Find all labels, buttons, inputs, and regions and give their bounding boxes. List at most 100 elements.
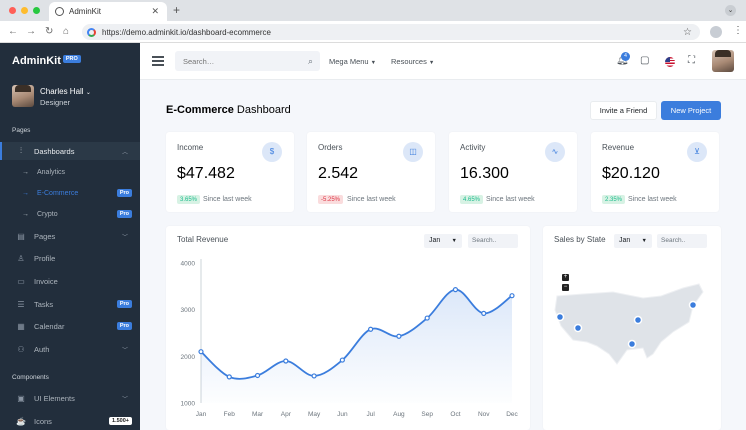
sidebar-subitem-analytics[interactable]: → Analytics [0,164,140,180]
user-dropdown[interactable]: Charles Hall ⌄ [40,87,91,96]
user-role: Designer [40,98,71,107]
back-icon[interactable]: ← [8,26,18,37]
minimize-window-dot[interactable] [21,7,28,14]
y-tick-label: 1000 [181,401,196,408]
coffee-icon: ☕ [16,416,26,426]
bell-icon[interactable]: 🔔︎ [616,55,629,66]
stat-card-income: Income $ $47.482 3.65% Since last week [166,132,294,212]
chevron-down-icon: ▼ [641,238,647,244]
month-select-value: Jan [429,237,441,244]
address-bar[interactable]: https://demo.adminkit.io/dashboard-ecomm… [82,24,700,40]
panel-search-input[interactable]: Search.. [468,234,518,248]
stat-delta-badge: 4.65% [460,195,484,204]
chevron-down-icon: ﹀ [121,234,128,241]
x-tick-label: Dec [506,411,518,418]
month-select-value: Jan [619,237,631,244]
message-icon[interactable]: ▢ [640,55,650,66]
sidebar-subitem-ecommerce[interactable]: → E-Commerce Pro [0,185,140,201]
chevron-down-icon: ⌄ [85,90,91,96]
maximize-window-dot[interactable] [33,7,40,14]
zoom-out-button[interactable]: − [562,284,569,291]
data-point[interactable] [198,349,204,355]
close-tab-icon[interactable]: ✕ [151,6,159,16]
close-window-dot[interactable] [9,7,16,14]
sidebar-item-calendar[interactable]: ▦ Calendar Pro [0,317,140,335]
us-map [554,283,704,365]
data-point[interactable] [254,372,261,379]
data-point[interactable] [481,310,487,317]
stat-value: 16.300 [460,165,509,182]
data-point[interactable] [339,357,345,363]
pro-badge: Pro [116,210,132,218]
sliders-icon: ⫶ [20,146,22,155]
y-tick-label: 3000 [181,307,196,314]
month-select[interactable]: Jan ▼ [424,234,462,248]
search-icon[interactable]: ⌕ [307,55,313,66]
sidebar-subitem-crypto[interactable]: → Crypto Pro [0,206,140,222]
brand-name: AdminKit [12,55,61,67]
sidebar-item-pages[interactable]: ▤ Pages ﹀ [0,227,140,245]
x-tick-label: Feb [224,411,236,418]
panel-title: Total Revenue [177,235,229,244]
topbar-user-avatar[interactable] [712,50,734,72]
us-flag-icon[interactable] [665,57,675,67]
sidebar: AdminKit PRO Charles Hall ⌄ Designer Page… [0,43,140,430]
shopping-bag-icon: ◫ [403,142,423,162]
sidebar-item-tasks[interactable]: ☰ Tasks Pro [0,295,140,313]
reload-icon[interactable]: ↻ [45,26,54,37]
data-point[interactable] [424,315,430,321]
hamburger-menu-icon[interactable] [152,56,164,66]
brand-logo[interactable]: AdminKit PRO [12,55,81,67]
browser-profile-icon[interactable] [710,26,722,38]
stat-since: Since last week [203,196,252,203]
browser-tabbar: AdminKit ✕ + ⌄ [0,0,746,21]
month-select[interactable]: Jan ▼ [614,234,652,248]
y-tick-label: 4000 [181,261,196,268]
y-tick-label: 2000 [181,354,196,361]
sidebar-item-ui-elements[interactable]: ▣ UI Elements ﹀ [0,389,140,407]
new-project-button[interactable]: New Project [661,101,721,120]
users-icon: ⚇ [17,344,25,354]
data-point[interactable] [226,374,232,380]
data-point[interactable] [283,358,289,364]
sidebar-item-label: UI Elements [34,393,75,403]
mega-menu-label: Mega Menu [329,57,369,66]
section-components: Components [12,374,49,381]
mega-menu-dropdown[interactable]: Mega Menu ▼ [329,57,376,66]
page-title: E-Commerce Dashboard [166,104,291,116]
tab-search-icon[interactable]: ⌄ [725,5,736,16]
bookmark-star-icon[interactable]: ☆ [683,26,692,38]
browser-tab[interactable]: AdminKit ✕ [49,2,167,21]
tab-title: AdminKit [69,7,102,16]
data-point[interactable] [396,333,402,339]
fullscreen-icon[interactable]: ⛶ [688,55,695,66]
activity-icon: ∿ [545,142,565,162]
sidebar-item-profile[interactable]: ♙ Profile [0,249,140,267]
data-point[interactable] [368,326,374,332]
sidebar-item-dashboards[interactable]: ⫶ Dashboards ︿ [0,142,140,160]
zoom-in-button[interactable]: + [562,274,569,281]
data-point[interactable] [509,293,515,299]
search-input[interactable] [183,56,308,66]
sidebar-item-label: Calendar [34,321,65,331]
new-tab-icon[interactable]: + [173,3,181,17]
sidebar-item-auth[interactable]: ⚇ Auth ﹀ [0,340,140,358]
main-content: E-Commerce Dashboard Invite a Friend New… [140,80,746,430]
sidebar-item-invoice[interactable]: ▭ Invoice [0,272,140,290]
sidebar-item-label: Dashboards [34,146,75,156]
home-icon[interactable]: ⌂ [63,26,70,37]
stat-title: Income [177,143,204,152]
revenue-area [201,289,512,403]
resources-dropdown[interactable]: Resources ▼ [391,57,434,66]
notification-count-badge: 4 [621,52,630,61]
browser-menu-icon[interactable]: ⋮ [733,25,743,36]
arrow-right-icon: → [22,189,29,197]
map-marker [573,323,583,333]
forward-icon[interactable]: → [26,26,36,37]
data-point[interactable] [311,373,317,379]
panel-search-input[interactable]: Search.. [657,234,707,248]
invite-friend-button[interactable]: Invite a Friend [590,101,657,120]
sidebar-item-label: Profile [34,253,56,263]
data-point[interactable] [452,286,459,293]
sidebar-item-icons[interactable]: ☕ Icons 1.500+ [0,412,140,430]
